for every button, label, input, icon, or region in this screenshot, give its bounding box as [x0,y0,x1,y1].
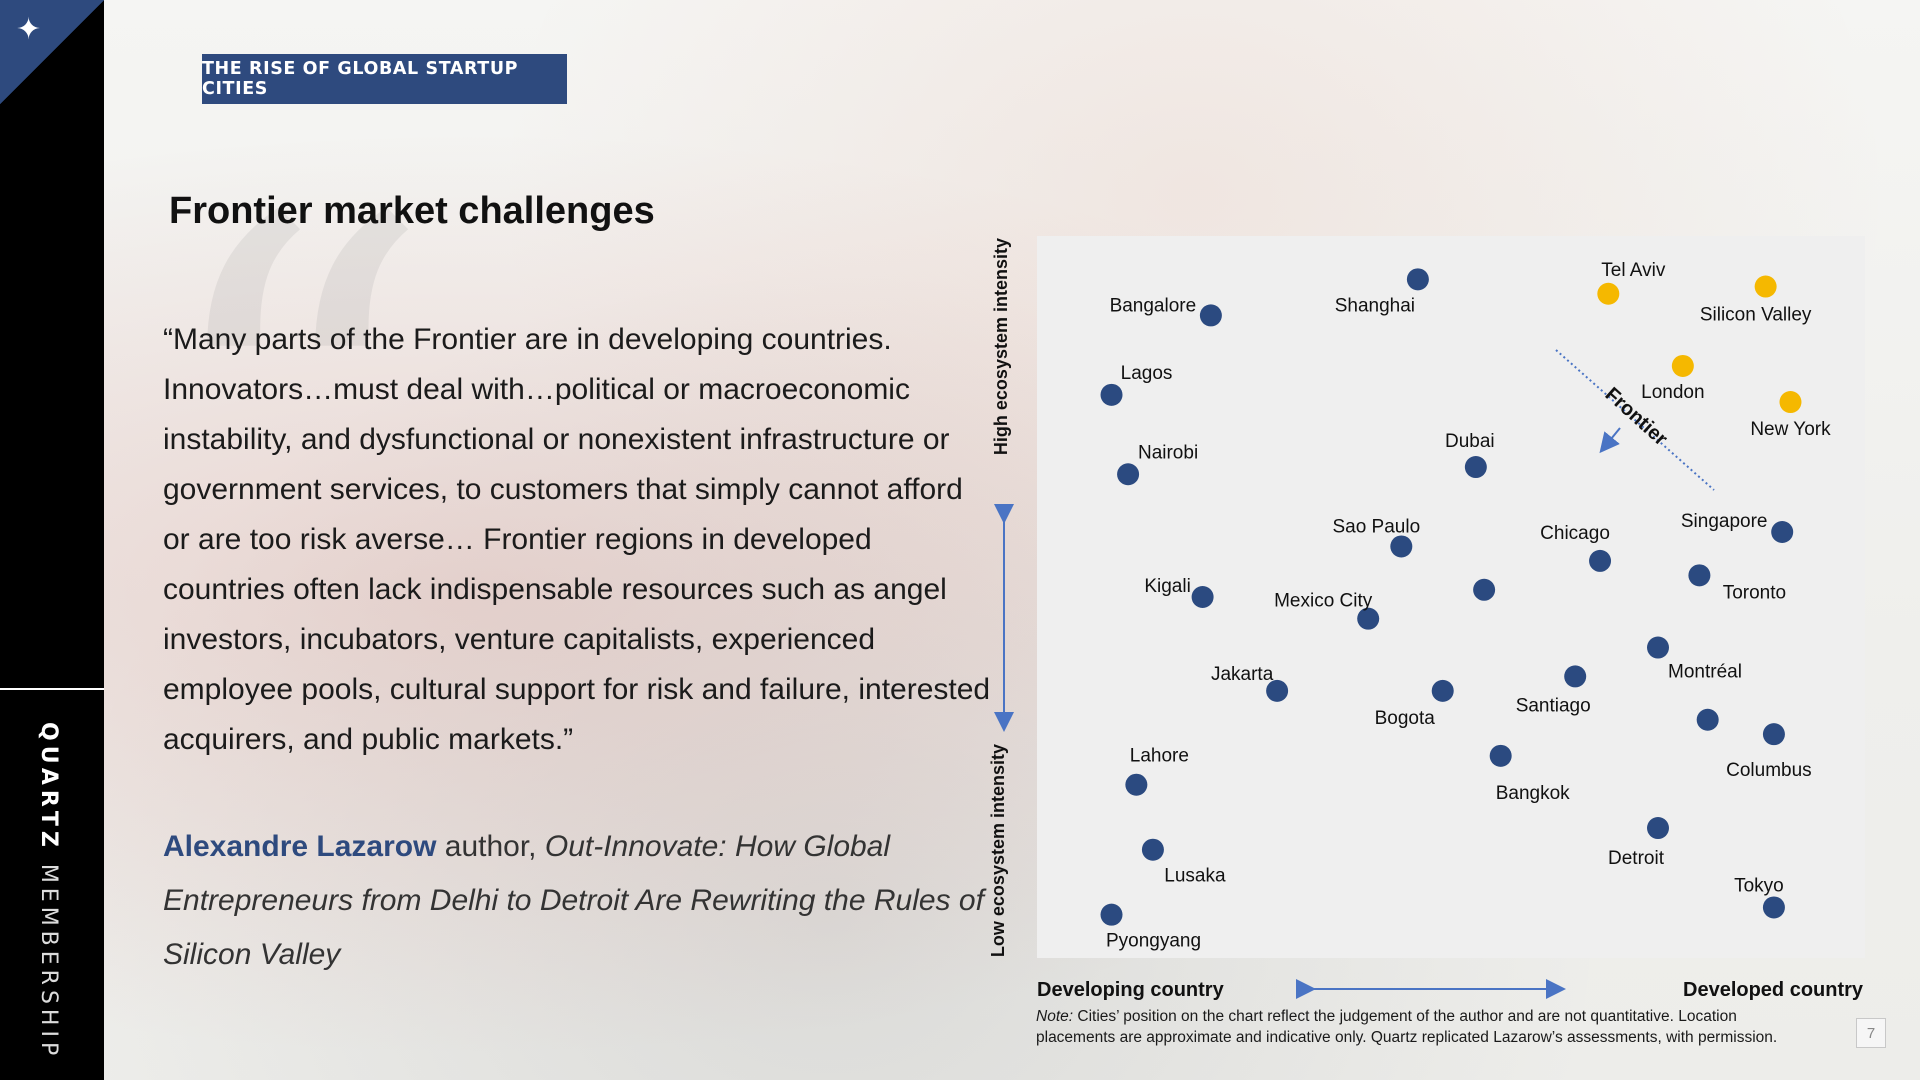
attribution: Alexandre Lazarow author, Out-Innovate: … [163,820,993,982]
brand-bold: QUARTZ [36,722,61,852]
book-title: Out-Innovate: How Global Entrepreneurs f… [163,830,984,971]
brand-light: MEMBERSHIP [36,851,61,1061]
note-label: Note: [1036,1008,1074,1025]
star-logo-icon: ✦ [16,12,42,47]
chart-plot-area [1037,236,1865,958]
section-banner: THE RISE OF GLOBAL STARTUP CITIES [202,54,567,104]
note-text: Cities’ position on the chart reflect th… [1036,1008,1778,1046]
logo-corner [0,0,104,104]
y-axis-high-label: High ecosystem intensity [991,238,1011,456]
quote-text: “Many parts of the Frontier are in devel… [163,323,991,756]
x-axis-left-label: Developing country [1037,979,1224,1001]
sidebar-divider [0,688,104,690]
x-axis-right-label: Developed country [1683,979,1864,1001]
page-number: 7 [1856,1018,1886,1048]
sidebar: ✦ QUARTZ MEMBERSHIP [0,0,104,1080]
page-title: Frontier market challenges [169,190,655,232]
author-name: Alexandre Lazarow [163,830,437,863]
author-role: author, [436,830,545,863]
chart-note: Note: Cities’ position on the chart refl… [1036,1006,1816,1048]
brand-vertical-label: QUARTZ MEMBERSHIP [36,722,61,1060]
y-axis-low-label: Low ecosystem intensity [988,744,1008,958]
